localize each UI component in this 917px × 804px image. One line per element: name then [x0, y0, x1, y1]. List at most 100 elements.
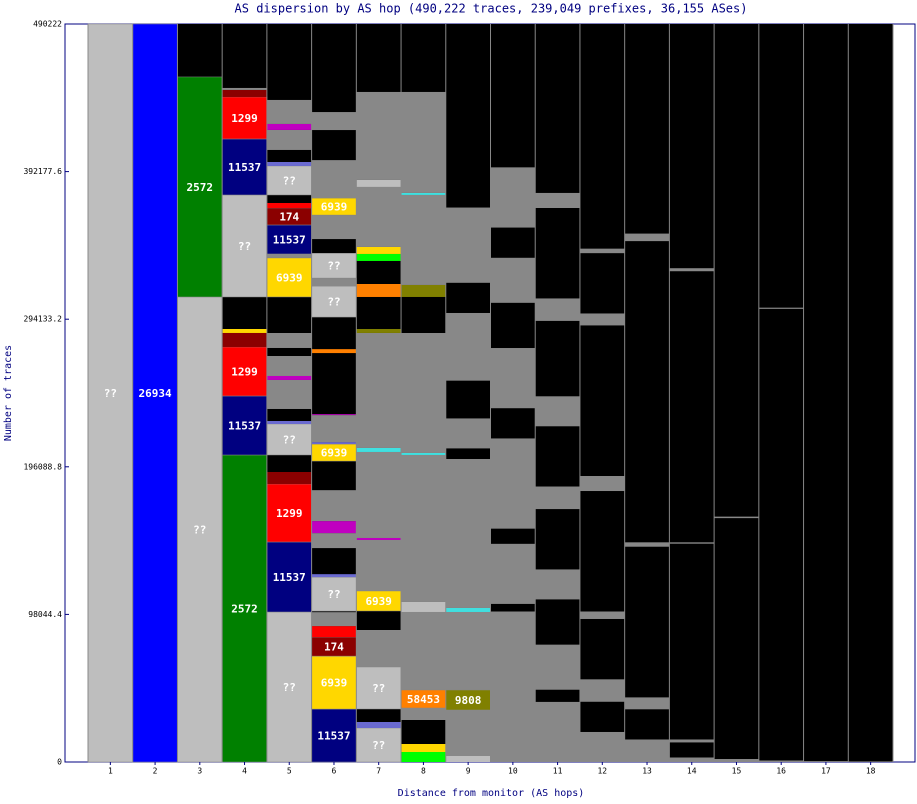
segment: [535, 599, 580, 645]
segment: [222, 89, 267, 97]
segment: [311, 611, 357, 613]
y-tick-label: 196088.8: [23, 462, 62, 471]
segment: [266, 194, 312, 203]
segment: [266, 347, 312, 356]
segment: [758, 307, 804, 309]
segment: [579, 475, 625, 492]
segment: [266, 483, 312, 543]
chart-title: AS dispersion by AS hop (490,222 traces,…: [235, 2, 748, 16]
x-tick-label: 10: [508, 767, 518, 776]
segment: [266, 149, 312, 162]
segment: [490, 257, 536, 303]
segment-label: ??: [327, 296, 340, 309]
segment: [579, 253, 625, 314]
segment: [222, 296, 267, 329]
segment: [266, 379, 312, 409]
segment: [356, 246, 402, 254]
segment-label: 11537: [273, 571, 306, 584]
segment: [445, 755, 491, 762]
segment-label: 11537: [317, 730, 350, 743]
segment: [401, 332, 446, 453]
segment: [490, 611, 536, 762]
segment: [624, 709, 670, 740]
x-tick-label: 17: [821, 767, 831, 776]
segment: [356, 537, 402, 540]
segment: [401, 296, 446, 333]
segment: [445, 458, 491, 608]
segment-label: ??: [327, 260, 340, 273]
segment: [356, 727, 402, 763]
segment: [624, 542, 670, 547]
segment: [490, 408, 536, 439]
segment: [311, 626, 357, 638]
segment: [401, 601, 446, 612]
x-tick-label: 12: [597, 767, 607, 776]
segment: [311, 442, 357, 445]
segment-label: 6939: [321, 447, 348, 460]
segment-label: 6939: [276, 271, 303, 284]
segment: [356, 708, 402, 722]
segment: [445, 607, 491, 612]
segment: [266, 99, 312, 124]
segment: [535, 192, 580, 208]
segment: [311, 317, 357, 350]
segment: [579, 248, 625, 254]
y-tick-label: 294133.2: [23, 315, 62, 324]
segment: [311, 521, 357, 534]
segment: [311, 130, 357, 161]
segment: [356, 260, 402, 284]
segment: [535, 569, 580, 600]
segment: [356, 447, 402, 452]
segment: [311, 112, 357, 131]
segment: [311, 278, 357, 287]
x-tick-label: 6: [332, 767, 337, 776]
segment: [356, 186, 402, 247]
segment-label: ??: [283, 174, 296, 187]
segment: [579, 679, 625, 702]
segment: [579, 701, 625, 732]
segment: [356, 296, 402, 329]
segment: [848, 761, 893, 762]
segment: [266, 420, 312, 424]
segment: [535, 207, 580, 299]
segment: [669, 739, 715, 743]
x-tick-label: 2: [153, 767, 158, 776]
segment-label: 1299: [276, 507, 303, 520]
segment: [669, 271, 715, 543]
segment-label: 6939: [365, 595, 392, 608]
segment: [803, 761, 849, 762]
segment: [356, 610, 402, 630]
segment-label: ??: [372, 682, 385, 695]
segment: [311, 490, 357, 522]
segment: [714, 758, 759, 762]
segment-label: ??: [104, 387, 117, 400]
segment: [266, 123, 312, 130]
segment: [311, 353, 357, 415]
segment-label: ??: [327, 588, 340, 601]
segment-label: 11537: [273, 233, 306, 246]
segment-label: 6939: [321, 201, 348, 214]
segment: [401, 194, 446, 285]
segment: [490, 302, 536, 349]
segment: [401, 719, 446, 744]
segment: [445, 418, 491, 449]
segment: [758, 760, 804, 762]
segment: [266, 202, 312, 208]
segment: [266, 224, 312, 255]
x-tick-label: 11: [553, 767, 563, 776]
segment: [311, 533, 357, 549]
x-tick-label: 15: [732, 767, 742, 776]
segment: [401, 743, 446, 752]
segment: [535, 486, 580, 510]
segment: [356, 451, 402, 538]
segment: [266, 611, 312, 763]
segment: [311, 160, 357, 199]
segment: [221, 138, 268, 196]
segment-label: 174: [279, 210, 299, 223]
segment: [356, 332, 402, 448]
segment: [311, 708, 357, 763]
segment: [222, 332, 267, 347]
segment: [401, 611, 446, 690]
segment: [624, 241, 670, 543]
segment: [669, 268, 715, 272]
